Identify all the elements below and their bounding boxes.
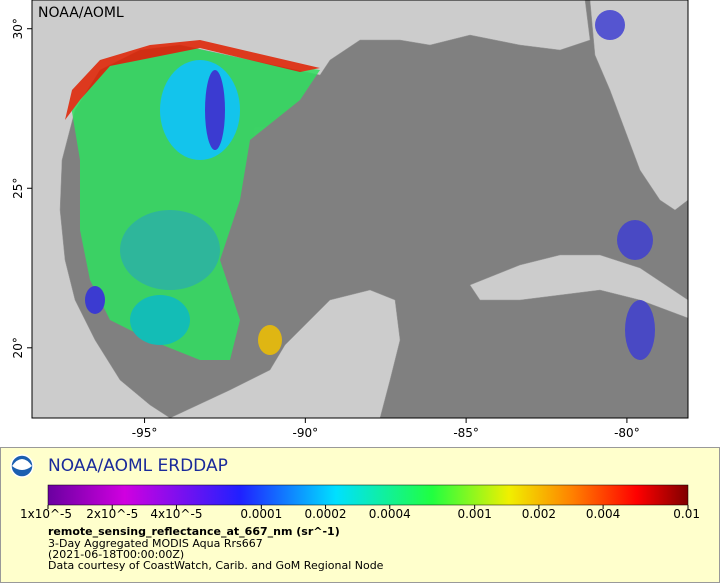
colorbar-tick-label: 0.0004: [369, 507, 411, 521]
colorbar-tick-label: 0.0002: [305, 507, 347, 521]
brand: NOAA/AOML ERDDAP: [48, 456, 228, 476]
caption-line: Data courtesy of CoastWatch, Carib. and …: [48, 559, 384, 572]
y-tick-label: 30°: [11, 18, 25, 39]
colorbar-tick-label: 0.001: [457, 507, 491, 521]
caption-line: (2021-06-18T00:00:00Z): [48, 548, 184, 561]
y-tick-label: 20°: [11, 337, 25, 358]
pixel-field: [160, 60, 240, 160]
pixel-field: [130, 295, 190, 345]
land: [589, 0, 688, 211]
colorbar-tick-label: 0.002: [522, 507, 556, 521]
pixel-field: [65, 40, 320, 120]
noaa-logo-bird: [12, 459, 32, 470]
caption-line: 3-Day Aggregated MODIS Aqua Rrs667: [48, 537, 263, 550]
colorbar-tick-label: 2x10^-5: [86, 507, 138, 521]
colorbar: [47, 484, 689, 506]
legend-panel: [0, 447, 720, 583]
variable: remote_sensing_reflectance_at_667_nm (sr…: [48, 525, 340, 538]
pixel-field: [617, 220, 653, 260]
axes: -95° -90° -85° -80° 20° 25° 30°: [11, 18, 640, 440]
land: [469, 254, 688, 319]
reflectance-pixels: [65, 10, 655, 360]
colorbar-tick-label: 0.01: [673, 507, 700, 521]
y-tick-label: 25°: [11, 178, 25, 199]
pixel-field: [85, 286, 105, 314]
land: [169, 289, 401, 418]
pixel-field: [70, 45, 320, 360]
map-border: [31, 0, 689, 419]
pixel-field: [595, 10, 625, 40]
map-area: NOAA/AOML: [32, 0, 688, 418]
x-tick-label: -80°: [614, 426, 640, 440]
pixel-field: [205, 70, 225, 150]
colorbar-tick-label: 0.004: [586, 507, 620, 521]
pixel-field: [120, 210, 220, 290]
x-tick-label: -95°: [132, 426, 158, 440]
colorbar-tick-label: 0.0001: [240, 507, 282, 521]
x-tick-label: -85°: [453, 426, 479, 440]
x-tick-label: -90°: [293, 426, 319, 440]
pixel-field: [625, 300, 655, 360]
pixel-field: [258, 325, 282, 355]
map-title: NOAA/AOML: [38, 5, 124, 21]
colorbar-tick-label: 1x10^-5: [20, 507, 72, 521]
colorbar-tick-label: 4x10^-5: [150, 507, 202, 521]
colorbar-ticks: 1x10^-5 2x10^-5 4x10^-5 0.0001 0.0002 0.0004 0…: [20, 505, 700, 521]
